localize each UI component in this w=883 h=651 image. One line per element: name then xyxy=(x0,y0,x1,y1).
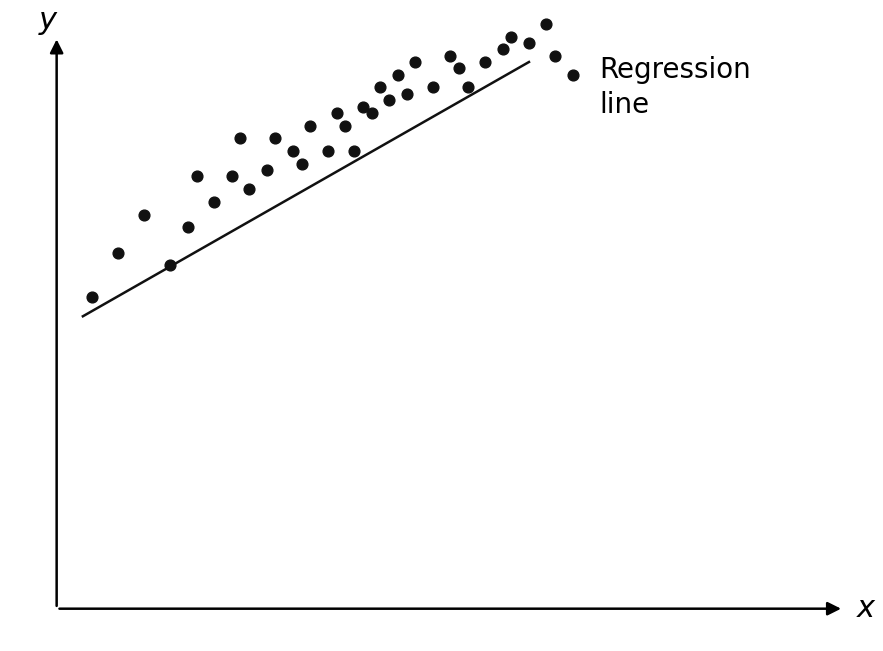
Point xyxy=(338,120,352,131)
Point xyxy=(207,197,221,207)
Point xyxy=(260,165,274,175)
Point xyxy=(399,89,413,99)
Point xyxy=(110,247,125,258)
Text: Regression
line: Regression line xyxy=(599,56,751,118)
Point xyxy=(479,57,493,67)
Point xyxy=(382,95,396,105)
Text: y: y xyxy=(39,6,57,35)
Point xyxy=(566,70,580,80)
Text: x: x xyxy=(857,594,875,623)
Point xyxy=(548,50,562,61)
Point xyxy=(408,57,422,67)
Point xyxy=(374,82,388,92)
Point xyxy=(268,133,283,143)
Point xyxy=(495,44,509,55)
Point xyxy=(461,82,475,92)
Point xyxy=(426,82,440,92)
Point xyxy=(522,38,536,48)
Point xyxy=(295,158,309,169)
Point xyxy=(286,146,300,156)
Point xyxy=(365,107,379,118)
Point xyxy=(321,146,335,156)
Point xyxy=(540,19,554,29)
Point xyxy=(452,63,466,74)
Point xyxy=(85,292,99,303)
Point xyxy=(303,120,317,131)
Point xyxy=(504,31,518,42)
Point xyxy=(347,146,361,156)
Point xyxy=(390,70,404,80)
Point xyxy=(163,260,177,271)
Point xyxy=(233,133,247,143)
Point xyxy=(329,107,343,118)
Point xyxy=(224,171,238,182)
Point xyxy=(242,184,256,195)
Point xyxy=(356,102,370,112)
Point xyxy=(190,171,204,182)
Point xyxy=(181,222,195,232)
Point xyxy=(137,210,151,220)
Point xyxy=(443,50,457,61)
